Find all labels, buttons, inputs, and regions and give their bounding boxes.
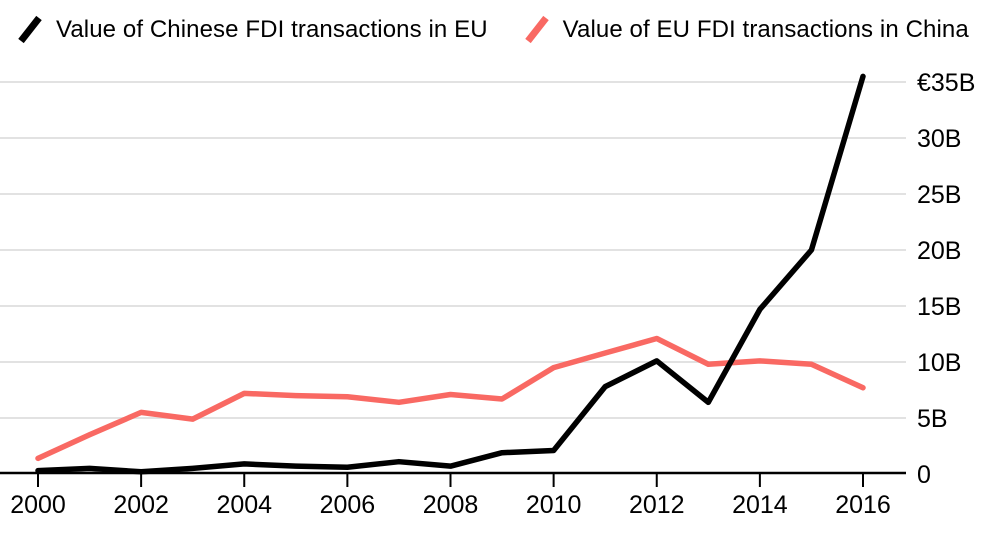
series-line-eu-fdi-in-china — [35, 335, 866, 462]
x-tick-label: 2008 — [423, 491, 479, 519]
x-tick-label: 2002 — [113, 491, 169, 519]
y-tick-label: 0 — [917, 461, 931, 489]
legend-item-chinese-fdi-in-eu: Value of Chinese FDI transactions in EU — [15, 14, 488, 46]
y-tick-label: 10B — [917, 349, 961, 377]
series-line-chinese-fdi-in-eu — [35, 73, 866, 475]
y-tick-label: €35B — [917, 69, 975, 97]
y-tick-label: 5B — [917, 405, 948, 433]
y-tick-label: 20B — [917, 237, 961, 265]
x-tick-label: 2012 — [629, 491, 685, 519]
black-slash-icon — [18, 15, 42, 44]
x-tick-label: 2006 — [320, 491, 376, 519]
y-tick-label: 30B — [917, 125, 961, 153]
x-tick-label: 2016 — [835, 491, 891, 519]
legend-label-eu-fdi-in-china: Value of EU FDI transactions in China — [562, 16, 969, 43]
x-tick-label: 2000 — [10, 491, 66, 519]
y-tick-label: 15B — [917, 293, 961, 321]
x-tick-label: 2014 — [732, 491, 788, 519]
legend-item-eu-fdi-in-china: Value of EU FDI transactions in China — [522, 14, 969, 46]
y-tick-label: 25B — [917, 181, 961, 209]
legend: Value of Chinese FDI transactions in EU … — [15, 10, 994, 50]
x-tick-label: 2004 — [216, 491, 272, 519]
x-tick-label: 2010 — [526, 491, 582, 519]
legend-label-chinese-fdi-in-eu: Value of Chinese FDI transactions in EU — [56, 16, 488, 43]
red-slash-icon — [524, 15, 549, 44]
